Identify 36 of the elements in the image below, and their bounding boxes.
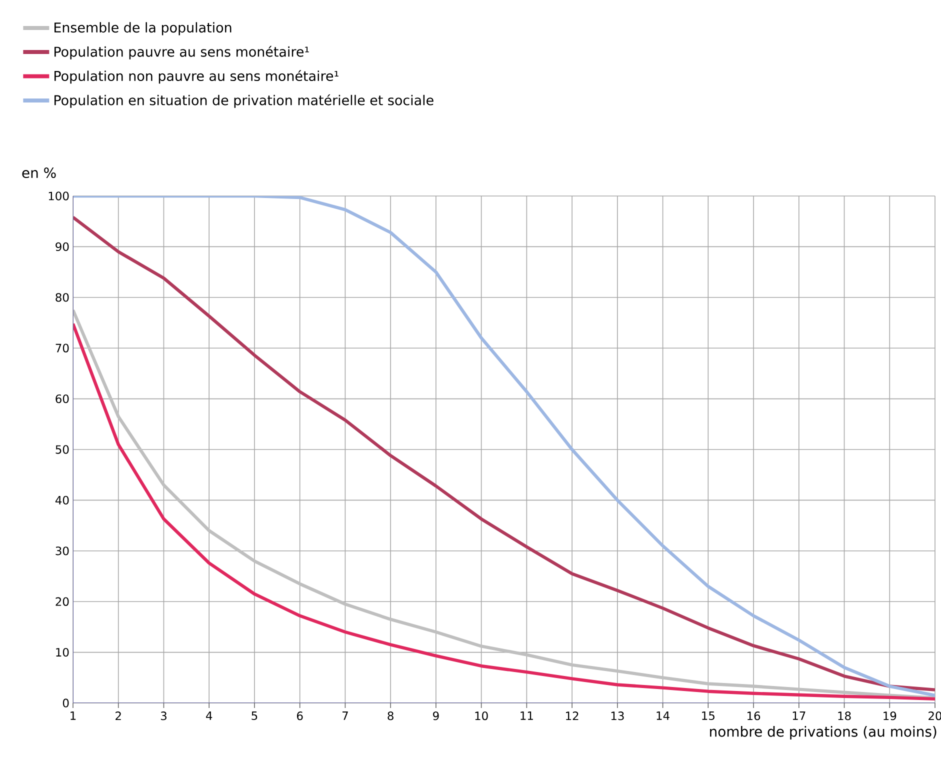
x-tick-label: 17 — [792, 712, 806, 720]
x-tick-label: 18 — [838, 712, 851, 720]
x-tick-label: 4 — [206, 712, 212, 720]
x-tick-label: 16 — [748, 712, 760, 720]
y-tick-label: 30 — [56, 546, 69, 556]
y-tick-label: 90 — [56, 242, 69, 252]
x-tick-label: 9 — [433, 712, 439, 720]
x-tick-label: 2 — [116, 712, 121, 720]
legend-label: Population en situation de privation matérielle et sociale — [54, 94, 434, 108]
x-axis-title: nombre de privations (au moins) — [710, 726, 936, 740]
x-tick-label: 3 — [160, 712, 166, 720]
x-tick-label: 19 — [884, 712, 896, 720]
x-tick-label: 12 — [566, 712, 578, 720]
x-tick-label: 7 — [342, 712, 348, 720]
x-tick-label: 13 — [611, 712, 624, 720]
x-tick-label: 14 — [656, 712, 670, 720]
y-tick-label: 20 — [56, 597, 69, 606]
legend-label: Population non pauvre au sens monétaire¹ — [54, 70, 338, 84]
legend-label: Population pauvre au sens monétaire¹ — [54, 46, 309, 60]
legend-label: Ensemble de la population — [54, 22, 232, 36]
x-tick-label: 1 — [70, 712, 76, 720]
x-tick-label: 6 — [296, 712, 303, 720]
y-tick-label: 40 — [55, 496, 69, 505]
x-tick-label: 10 — [475, 712, 488, 720]
y-axis-title: en % — [22, 167, 56, 178]
x-tick-label: 15 — [702, 712, 714, 720]
y-tick-label: 50 — [56, 445, 69, 454]
y-tick-label: 10 — [56, 648, 69, 657]
y-tick-label: 0 — [62, 698, 69, 708]
y-tick-label: 70 — [56, 344, 69, 352]
x-tick-label: 11 — [520, 712, 533, 720]
y-tick-label: 60 — [56, 394, 69, 404]
y-tick-label: 80 — [56, 293, 69, 302]
x-tick-label: 8 — [388, 712, 394, 720]
y-tick-label: 100 — [48, 192, 69, 200]
x-tick-label: 5 — [252, 712, 258, 720]
